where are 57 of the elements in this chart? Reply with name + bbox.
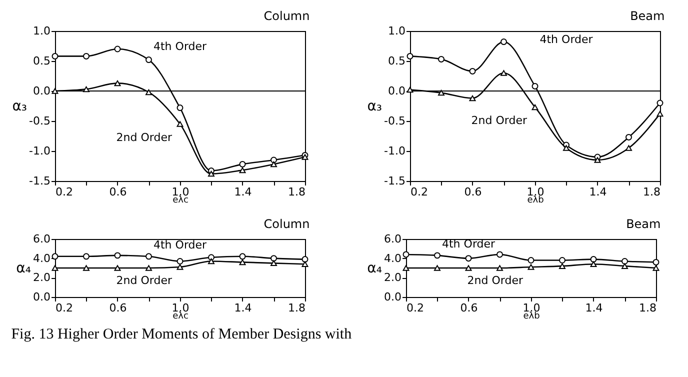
x-tick-label: 1.8 [643,186,660,198]
caption: Fig. 13 Higher Order Moments of Member Designs with [11,326,352,342]
x-tick-label: 0.6 [109,186,127,198]
y-tick-label: 0.0 [33,290,50,304]
y-tick-label: 0.5 [388,54,406,68]
y-tick-label: -0.5 [29,114,50,128]
y-tick-label: 4.0 [33,252,50,265]
y-tick-label: -1.5 [384,174,406,188]
y-tick-label: 2.0 [384,271,402,284]
x-axis-title: eλc [172,196,188,206]
x-tick-label: 1.4 [589,186,607,198]
y-tick-label: 1.0 [33,24,50,38]
x-tick-label: 0.2 [56,186,73,198]
series-label: 4th Order [154,40,208,53]
x-tick-label: 0.6 [464,186,482,198]
x-axis-title: eλb [527,196,544,206]
y-tick-label: 1.0 [388,24,406,38]
x-tick-label: 1.4 [585,302,603,314]
y-axis-title: α₃ [12,98,28,114]
x-tick-label: 1.8 [288,302,306,314]
x-axis-title: eλb [523,312,540,322]
chart-title: Column [264,9,310,23]
text: 4th Order [540,32,594,46]
y-axis-title: α₄ [16,260,32,276]
y-tick-label: 4.0 [384,252,402,265]
series-label: 4th Order [154,238,208,252]
x-tick-label: 0.6 [460,302,478,314]
series-label: 2nd Order [467,274,524,288]
chart-title: Beam [626,217,661,231]
y-tick-label: 0.0 [388,84,406,98]
x-tick-label: 0.2 [406,302,424,314]
y-tick-label: -0.5 [384,114,406,128]
series-label: 2nd Order [116,274,172,288]
x-tick-label: 0.6 [109,302,127,314]
x-tick-label: 1.8 [639,302,656,314]
y-axis-title: α₄ [367,260,382,276]
y-axis-title: α₃ [367,98,382,114]
y-tick-label: 2.0 [33,271,50,284]
x-tick-label: 0.2 [410,186,428,198]
chart-title: Beam [630,9,665,23]
x-axis-title: eλc [172,312,188,322]
y-tick-label: -1.0 [384,144,406,158]
series-label: 2nd Order [116,131,172,144]
x-tick-label: 1.4 [234,302,252,314]
y-tick-label: -1.0 [29,144,50,158]
y-tick-label: 0.5 [33,54,50,68]
chart-title: Column [264,217,310,231]
y-tick-label: 0.0 [384,290,402,304]
y-tick-label: 0.0 [33,84,50,98]
series-label: 2nd Order [471,114,528,128]
x-tick-label: 1.8 [288,186,306,198]
x-tick-label: 0.2 [56,302,73,314]
y-tick-label: -1.5 [29,174,50,188]
x-tick-label: 1.4 [234,186,252,198]
y-tick-label: 6.0 [384,232,402,246]
y-tick-label: 6.0 [33,232,50,246]
series-label: 4th Order [442,237,496,250]
